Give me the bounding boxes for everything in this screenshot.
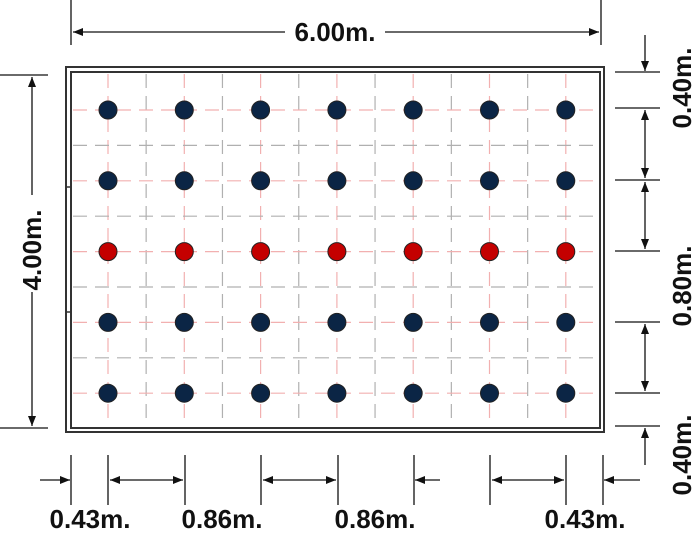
height-label: 4.00m. — [17, 210, 47, 291]
light-fixture-dot — [251, 171, 271, 191]
room-outline — [65, 66, 605, 433]
light-fixture-dot — [174, 383, 194, 403]
bottom-label-3: 0.86m. — [335, 504, 416, 534]
right-label-top: 0.40m. — [667, 48, 697, 129]
light-fixture-dot — [480, 171, 499, 191]
right-label-middle: 0.80m. — [667, 246, 697, 327]
light-fixture-dot — [98, 242, 118, 262]
light-fixture-dot — [327, 100, 347, 120]
light-fixture-dot — [174, 100, 194, 120]
light-fixture-dot — [556, 242, 576, 262]
light-fixture-dot — [480, 383, 499, 403]
light-fixture-dot — [403, 171, 423, 191]
light-fixture-dot — [251, 383, 271, 403]
light-fixture-dot — [98, 100, 118, 120]
bottom-label-1: 0.43m. — [50, 504, 131, 534]
light-fixture-dot — [98, 171, 118, 191]
light-fixture-dot — [327, 312, 347, 332]
light-fixture-dot — [98, 383, 118, 403]
light-fixture-dot — [480, 100, 499, 120]
bottom-label-4: 0.43m. — [545, 504, 626, 534]
light-fixture-dot — [174, 242, 194, 262]
light-fixture-dot — [556, 383, 576, 403]
light-fixture-dot — [251, 100, 271, 120]
dimension-labels: 6.00m. 4.00m. 0.40m. 0.80m. 0.40m. 0.43m… — [17, 17, 697, 534]
right-label-bottom: 0.40m. — [667, 415, 697, 496]
light-fixture-dot — [403, 242, 423, 262]
light-fixture-dot — [174, 171, 194, 191]
light-fixture-dot — [327, 171, 347, 191]
dimension-lines — [0, 0, 660, 505]
light-fixture-dot — [251, 242, 271, 262]
light-fixture-dot — [403, 312, 423, 332]
light-fixture-dot — [403, 100, 423, 120]
light-fixture-dot — [327, 242, 347, 262]
light-fixtures — [98, 100, 576, 403]
light-fixture-dot — [251, 312, 271, 332]
bottom-label-2: 0.86m. — [182, 504, 263, 534]
light-fixture-dot — [556, 100, 576, 120]
light-fixture-dot — [98, 312, 118, 332]
light-fixture-dot — [327, 383, 347, 403]
width-label: 6.00m. — [295, 17, 376, 47]
light-fixture-dot — [480, 312, 499, 332]
light-fixture-dot — [556, 171, 576, 191]
light-fixture-dot — [480, 242, 499, 262]
light-fixture-dot — [174, 312, 194, 332]
light-fixture-dot — [403, 383, 423, 403]
light-fixture-dot — [556, 312, 576, 332]
